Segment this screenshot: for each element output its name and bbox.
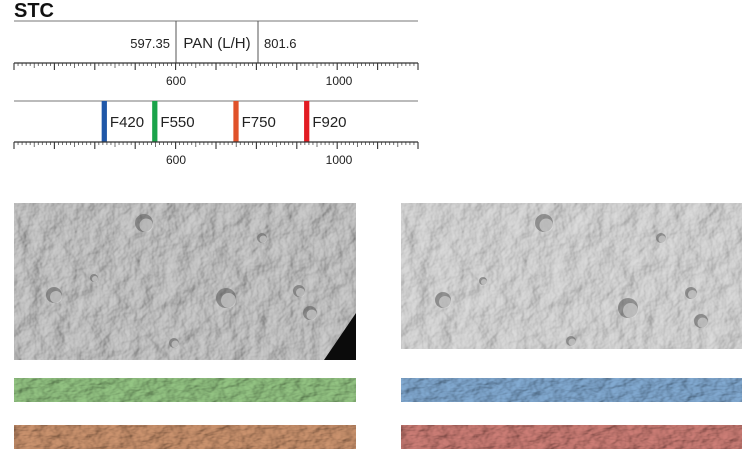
crater-rim bbox=[568, 338, 576, 346]
filter-label-f750: F750 bbox=[242, 114, 276, 131]
spectral-diagram: 597.35 PAN (L/H) 801.6 600 1000 F420 F550… bbox=[13, 20, 419, 167]
strip-orange bbox=[14, 425, 356, 449]
crater-rim bbox=[658, 235, 666, 243]
lower-scale-ticks bbox=[13, 142, 419, 149]
crater-rim bbox=[259, 235, 267, 243]
pan-high-value: 801.6 bbox=[264, 36, 297, 51]
crater-rim bbox=[221, 293, 236, 308]
crater-rim bbox=[50, 291, 62, 303]
pan-image-right bbox=[401, 203, 742, 349]
lower-tick-label-600: 600 bbox=[166, 153, 186, 167]
pan-label: PAN (L/H) bbox=[183, 35, 250, 52]
crater-group bbox=[46, 214, 317, 348]
stc-title: STC bbox=[14, 0, 54, 22]
strip-blue bbox=[401, 378, 742, 402]
crater-rim bbox=[296, 288, 305, 297]
upper-tick-label-600: 600 bbox=[166, 74, 186, 88]
filter-label-f920: F920 bbox=[312, 114, 346, 131]
crater-rim bbox=[92, 276, 98, 282]
lower-tick-label-1000: 1000 bbox=[326, 153, 353, 167]
crater-rim bbox=[139, 218, 153, 232]
crater-group bbox=[435, 214, 708, 346]
filter-bands: F420 F550 F750 F920 bbox=[101, 101, 347, 142]
pan-low-value: 597.35 bbox=[130, 36, 170, 51]
shadow-corner bbox=[324, 313, 356, 360]
strip-red bbox=[401, 425, 742, 449]
crater-rim bbox=[171, 340, 179, 348]
strip-green bbox=[14, 378, 356, 402]
crater-rim bbox=[697, 317, 708, 328]
crater-rim bbox=[539, 218, 553, 232]
crater-rim bbox=[439, 296, 451, 308]
filter-band-f550 bbox=[152, 101, 158, 142]
crater-rim bbox=[688, 290, 697, 299]
filter-label-f420: F420 bbox=[110, 114, 144, 131]
filter-label-f550: F550 bbox=[160, 114, 194, 131]
upper-tick-label-1000: 1000 bbox=[326, 74, 353, 88]
crater-rim bbox=[306, 309, 317, 320]
pan-image-left bbox=[14, 203, 356, 360]
filter-band-f420 bbox=[101, 101, 107, 142]
filter-band-f750 bbox=[233, 101, 239, 142]
crater-rim bbox=[623, 303, 638, 318]
crater-rim bbox=[481, 279, 487, 285]
filter-band-f920 bbox=[304, 101, 310, 142]
upper-scale-ticks bbox=[13, 63, 419, 70]
